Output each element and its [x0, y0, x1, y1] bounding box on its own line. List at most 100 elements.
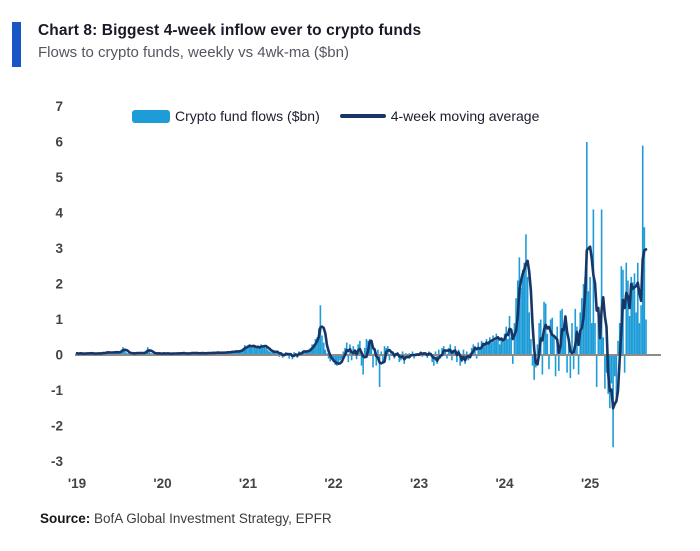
flow-bar [363, 347, 366, 355]
flow-bar [628, 315, 631, 355]
flow-bar [505, 326, 508, 355]
x-tick-label: '21 [239, 476, 258, 491]
flow-bar [541, 355, 544, 375]
flow-bar [549, 319, 552, 355]
x-tick-label: '25 [581, 476, 600, 491]
flow-bar [643, 227, 646, 355]
flow-bar [594, 323, 596, 355]
flow-bar [262, 347, 264, 355]
flow-bar [487, 344, 489, 355]
flow-bar [313, 344, 315, 355]
flow-bar [431, 355, 434, 363]
flow-bar [434, 351, 437, 355]
flow-bar [500, 337, 503, 355]
flow-bar [370, 344, 373, 355]
flow-bar [271, 350, 274, 355]
y-tick-label: 1 [55, 312, 63, 327]
flow-bar [638, 323, 641, 355]
flow-bar [239, 351, 241, 355]
flow-bar [485, 339, 488, 355]
flow-bar [266, 349, 269, 356]
flow-bar [382, 355, 384, 363]
flow-bar [378, 355, 381, 387]
flow-bar [508, 315, 511, 355]
flow-bar [587, 291, 590, 355]
x-tick-label: '22 [324, 476, 342, 491]
flow-bar [479, 347, 481, 355]
flow-bar [237, 351, 239, 355]
flow-bar [383, 346, 386, 356]
chart-title: Chart 8: Biggest 4-week inflow ever to c… [38, 22, 422, 39]
flow-bar [562, 330, 565, 355]
flow-bar [615, 355, 618, 398]
flow-bar [488, 337, 491, 355]
flow-bar [401, 351, 404, 355]
flow-bar [538, 323, 540, 355]
flow-bar [342, 351, 345, 355]
flow-bar [293, 352, 295, 355]
flow-bar [613, 355, 616, 377]
flow-bar [521, 269, 524, 355]
flow-bar [107, 352, 110, 355]
x-tick-label: '20 [153, 476, 171, 491]
flow-bar [248, 344, 251, 355]
flow-bar [546, 333, 549, 355]
flow-bar [245, 347, 248, 355]
flow-bar [314, 339, 317, 355]
flow-bar [640, 305, 642, 355]
flow-bar [263, 345, 266, 355]
flow-bar [610, 355, 613, 384]
flow-bar [350, 355, 353, 361]
y-tick-label: 4 [55, 206, 63, 221]
flow-bar [531, 355, 534, 366]
flow-bar [459, 355, 461, 366]
flow-bar [645, 319, 647, 355]
x-tick-label: '24 [495, 476, 514, 491]
flow-bar [337, 355, 340, 363]
flow-bar [510, 337, 512, 355]
flow-bar [595, 355, 598, 387]
flow-bar [235, 350, 238, 355]
flow-bar [569, 355, 572, 379]
flow-bar [465, 351, 468, 355]
y-tick-label: 2 [55, 277, 63, 292]
flow-bar [553, 337, 555, 355]
flow-bar [258, 347, 261, 355]
flow-bar [306, 350, 309, 355]
flow-bar [492, 335, 494, 356]
flow-bar [324, 349, 327, 356]
flow-bar [597, 312, 600, 355]
flow-bar [592, 209, 595, 355]
y-tick-label: 6 [55, 135, 63, 150]
flow-bar [503, 333, 506, 355]
flow-bar [377, 349, 379, 356]
flow-bar [604, 355, 606, 389]
flow-bar [577, 355, 580, 375]
flow-bar [528, 312, 531, 355]
flow-bar [475, 355, 478, 359]
ma-line [75, 245, 648, 410]
flow-bar [250, 347, 253, 355]
flow-bar [566, 355, 568, 373]
flow-bar [270, 352, 272, 355]
flow-bar [327, 355, 330, 359]
flow-bar [375, 355, 378, 366]
flow-bar [630, 276, 632, 355]
flow-bar [288, 355, 290, 359]
line-series-swatch-icon [339, 114, 386, 118]
flow-bar [558, 355, 560, 371]
flow-bar [490, 342, 493, 355]
source-label: Source: [40, 511, 91, 526]
flow-bar [355, 355, 358, 360]
flow-bar [572, 355, 575, 370]
flow-bar [548, 355, 550, 370]
y-tick-label: 7 [55, 99, 63, 114]
flow-bar [117, 352, 119, 355]
flow-bar [125, 352, 128, 355]
flow-bar [372, 355, 374, 368]
flow-bar [589, 276, 591, 355]
flow-bar [232, 351, 235, 355]
y-tick-label: -3 [51, 454, 63, 469]
